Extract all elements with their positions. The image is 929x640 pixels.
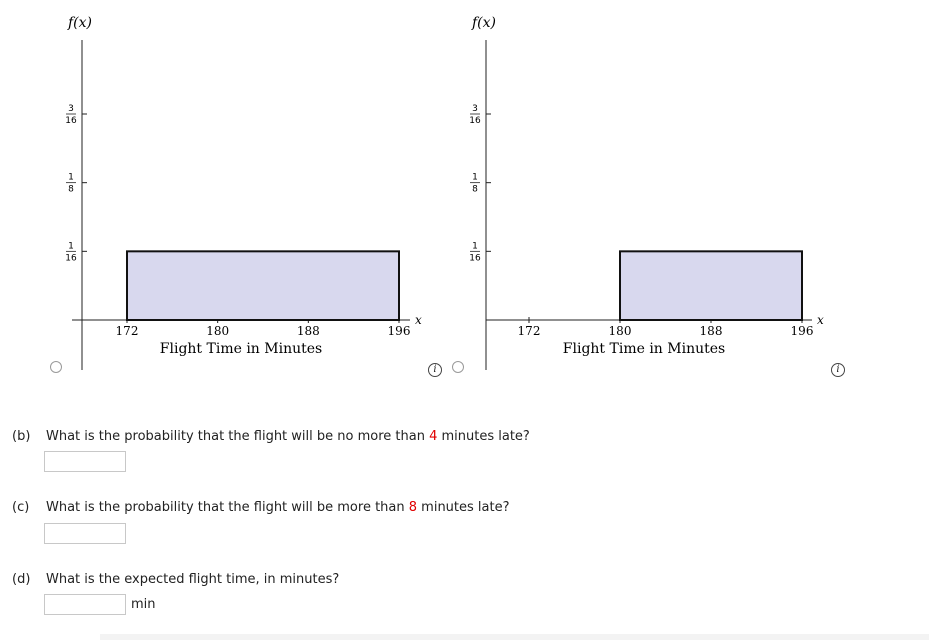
x-tick-label: 172	[518, 324, 541, 338]
page-footer-bar	[100, 634, 929, 640]
chart-option-2: f(x) x 3 16 1 8 1 16 172 180 188 196 Flight Time…	[460, 0, 900, 380]
info-icon[interactable]: i	[428, 363, 442, 377]
y-tick-denominator: 16	[469, 253, 481, 263]
x-axis-title: Flight Time in Minutes	[563, 341, 725, 357]
question-text: minutes late?	[417, 500, 510, 515]
chart-1-svg: f(x) x 3 16 1 8 1 16 172 180 188 196 Flight Time…	[65, 15, 422, 370]
question-text: What is the probability that the flight …	[46, 429, 430, 444]
question-d: (d) What is the expected flight time, in …	[12, 572, 339, 587]
y-tick-denominator: 8	[68, 185, 74, 195]
unit-label: min	[131, 597, 156, 612]
y-tick-denominator: 16	[65, 116, 77, 126]
x-axis-label: x	[415, 313, 422, 327]
question-text: What is the probability that the flight …	[46, 500, 409, 515]
question-text: minutes late?	[437, 429, 530, 444]
highlight-value: 4	[429, 429, 438, 444]
x-tick-label: 180	[609, 324, 632, 338]
x-tick-label: 172	[116, 324, 139, 338]
y-axis-label: f(x)	[67, 15, 92, 31]
option-1-radio[interactable]	[50, 361, 62, 373]
y-tick-denominator: 16	[469, 116, 481, 126]
answer-c-input[interactable]	[44, 523, 126, 544]
x-tick-label: 188	[700, 324, 723, 338]
chart-option-1: f(x) x 3 16 1 8 1 16 172 180 188 196 Flight Time…	[0, 0, 440, 380]
y-tick-numerator: 1	[68, 173, 74, 183]
x-tick-label: 180	[206, 324, 229, 338]
x-tick-label: 188	[297, 324, 320, 338]
y-tick-denominator: 16	[65, 253, 77, 263]
question-c: (c) What is the probability that the flig…	[12, 500, 510, 515]
highlight-value: 8	[408, 500, 418, 515]
y-tick-denominator: 8	[472, 185, 478, 195]
y-tick-numerator: 1	[472, 241, 478, 251]
part-label: (d)	[12, 572, 31, 587]
density-region	[619, 250, 803, 321]
x-axis-label: x	[817, 313, 824, 327]
answer-b-input[interactable]	[44, 451, 126, 472]
density-region	[126, 250, 400, 321]
y-tick-numerator: 3	[472, 104, 478, 114]
x-tick-label: 196	[388, 324, 411, 338]
answer-d-input[interactable]	[44, 594, 126, 615]
part-label: (b)	[12, 429, 31, 444]
question-text: What is the expected flight time, in min…	[46, 572, 340, 587]
info-icon[interactable]: i	[831, 363, 845, 377]
chart-2-svg: f(x) x 3 16 1 8 1 16 172 180 188 196 Flight Time…	[469, 15, 824, 370]
y-tick-numerator: 1	[68, 241, 74, 251]
y-tick-numerator: 1	[472, 173, 478, 183]
x-tick-label: 196	[791, 324, 814, 338]
x-axis-title: Flight Time in Minutes	[160, 341, 322, 357]
y-axis-label: f(x)	[471, 15, 496, 31]
option-2-radio[interactable]	[452, 361, 464, 373]
part-label: (c)	[12, 500, 30, 515]
question-b: (b) What is the probability that the flig…	[12, 429, 530, 444]
y-tick-numerator: 3	[68, 104, 74, 114]
